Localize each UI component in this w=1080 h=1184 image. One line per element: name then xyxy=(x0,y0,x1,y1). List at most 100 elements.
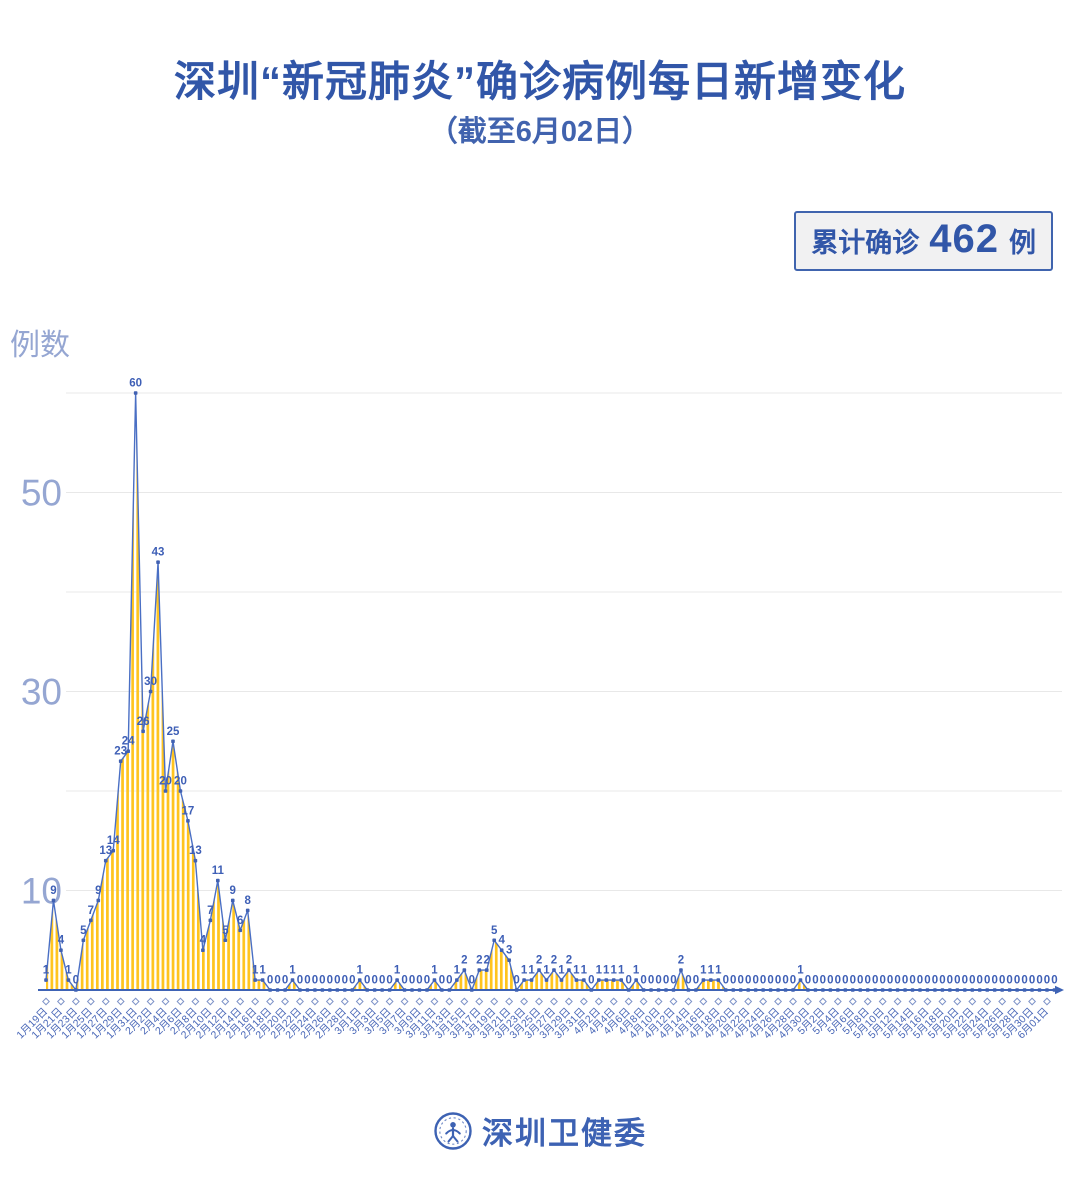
svg-text:0: 0 xyxy=(865,975,871,987)
svg-text:7: 7 xyxy=(207,905,213,917)
badge-total-value: 462 xyxy=(929,217,999,261)
gridlines xyxy=(66,392,1062,891)
svg-text:0: 0 xyxy=(805,975,811,987)
svg-text:1: 1 xyxy=(289,965,296,977)
svg-text:0: 0 xyxy=(969,975,975,987)
svg-text:0: 0 xyxy=(977,975,983,987)
svg-text:2: 2 xyxy=(484,955,490,967)
x-axis-date-labels: 1月19日1月21日1月23日1月25日1月27日1月29日1月31日2月2日2… xyxy=(14,1006,1051,1042)
svg-text:0: 0 xyxy=(924,975,930,987)
svg-text:0: 0 xyxy=(887,975,893,987)
svg-text:0: 0 xyxy=(655,975,661,987)
svg-text:0: 0 xyxy=(670,975,676,987)
svg-text:0: 0 xyxy=(760,975,766,987)
svg-text:0: 0 xyxy=(663,975,669,987)
svg-text:2: 2 xyxy=(566,955,572,967)
svg-text:43: 43 xyxy=(152,547,165,559)
svg-text:50: 50 xyxy=(21,473,62,514)
svg-text:0: 0 xyxy=(820,975,826,987)
value-labels: 1941057913142324602630432025201713471159… xyxy=(43,378,1058,987)
svg-text:0: 0 xyxy=(962,975,968,987)
svg-text:0: 0 xyxy=(73,975,79,987)
svg-text:4: 4 xyxy=(200,935,207,947)
svg-text:1: 1 xyxy=(581,965,588,977)
svg-text:1: 1 xyxy=(715,965,722,977)
svg-text:24: 24 xyxy=(122,736,135,748)
svg-text:1: 1 xyxy=(633,965,640,977)
svg-text:0: 0 xyxy=(379,975,385,987)
svg-text:0: 0 xyxy=(334,975,340,987)
svg-text:4: 4 xyxy=(498,935,505,947)
svg-text:0: 0 xyxy=(954,975,960,987)
svg-text:0: 0 xyxy=(513,975,519,987)
svg-text:30: 30 xyxy=(21,672,62,713)
page-subtitle: （截至6月02日） xyxy=(428,116,652,148)
svg-text:3: 3 xyxy=(506,945,512,957)
svg-text:0: 0 xyxy=(932,975,938,987)
svg-text:0: 0 xyxy=(416,975,422,987)
svg-text:1: 1 xyxy=(596,965,603,977)
svg-text:0: 0 xyxy=(745,975,751,987)
svg-text:0: 0 xyxy=(790,975,796,987)
svg-text:0: 0 xyxy=(917,975,923,987)
x-axis-arrow xyxy=(1055,985,1064,995)
svg-text:9: 9 xyxy=(50,885,56,897)
svg-text:0: 0 xyxy=(827,975,833,987)
svg-text:1: 1 xyxy=(431,965,438,977)
svg-text:1: 1 xyxy=(611,965,618,977)
svg-text:0: 0 xyxy=(648,975,654,987)
svg-text:0: 0 xyxy=(297,975,303,987)
svg-text:1: 1 xyxy=(394,965,401,977)
svg-text:0: 0 xyxy=(446,975,452,987)
svg-text:13: 13 xyxy=(99,845,112,857)
svg-text:0: 0 xyxy=(775,975,781,987)
svg-text:1: 1 xyxy=(618,965,625,977)
svg-text:0: 0 xyxy=(312,975,318,987)
svg-text:0: 0 xyxy=(625,975,631,987)
y-axis-unit-label: 例数 xyxy=(10,329,70,362)
svg-text:0: 0 xyxy=(738,975,744,987)
svg-text:1: 1 xyxy=(521,965,528,977)
svg-text:1: 1 xyxy=(454,965,461,977)
svg-text:0: 0 xyxy=(1036,975,1042,987)
svg-text:0: 0 xyxy=(364,975,370,987)
page-title: 深圳“新冠肺炎”确诊病例每日新增变化 xyxy=(173,58,906,105)
area-fill xyxy=(46,393,1055,990)
svg-text:0: 0 xyxy=(693,975,699,987)
svg-text:14: 14 xyxy=(107,835,120,847)
svg-text:2: 2 xyxy=(678,955,684,967)
svg-text:25: 25 xyxy=(167,726,180,738)
svg-text:0: 0 xyxy=(939,975,945,987)
svg-text:1: 1 xyxy=(700,965,707,977)
svg-text:0: 0 xyxy=(991,975,997,987)
svg-text:26: 26 xyxy=(137,716,150,728)
svg-text:0: 0 xyxy=(812,975,818,987)
svg-text:23: 23 xyxy=(114,746,127,758)
svg-text:2: 2 xyxy=(461,955,467,967)
svg-text:1: 1 xyxy=(558,965,565,977)
svg-text:0: 0 xyxy=(857,975,863,987)
svg-text:7: 7 xyxy=(88,905,94,917)
svg-text:0: 0 xyxy=(685,975,691,987)
svg-text:0: 0 xyxy=(835,975,841,987)
svg-text:0: 0 xyxy=(767,975,773,987)
svg-text:1: 1 xyxy=(708,965,715,977)
svg-text:0: 0 xyxy=(319,975,325,987)
svg-text:1: 1 xyxy=(528,965,535,977)
svg-text:0: 0 xyxy=(984,975,990,987)
svg-text:0: 0 xyxy=(879,975,885,987)
svg-text:0: 0 xyxy=(640,975,646,987)
svg-text:0: 0 xyxy=(902,975,908,987)
svg-text:0: 0 xyxy=(1029,975,1035,987)
svg-text:0: 0 xyxy=(999,975,1005,987)
svg-text:0: 0 xyxy=(850,975,856,987)
svg-text:0: 0 xyxy=(909,975,915,987)
svg-text:0: 0 xyxy=(342,975,348,987)
svg-text:5: 5 xyxy=(491,925,498,937)
svg-text:0: 0 xyxy=(424,975,430,987)
svg-text:1: 1 xyxy=(797,965,804,977)
svg-text:4: 4 xyxy=(58,935,65,947)
svg-text:0: 0 xyxy=(327,975,333,987)
svg-text:0: 0 xyxy=(842,975,848,987)
